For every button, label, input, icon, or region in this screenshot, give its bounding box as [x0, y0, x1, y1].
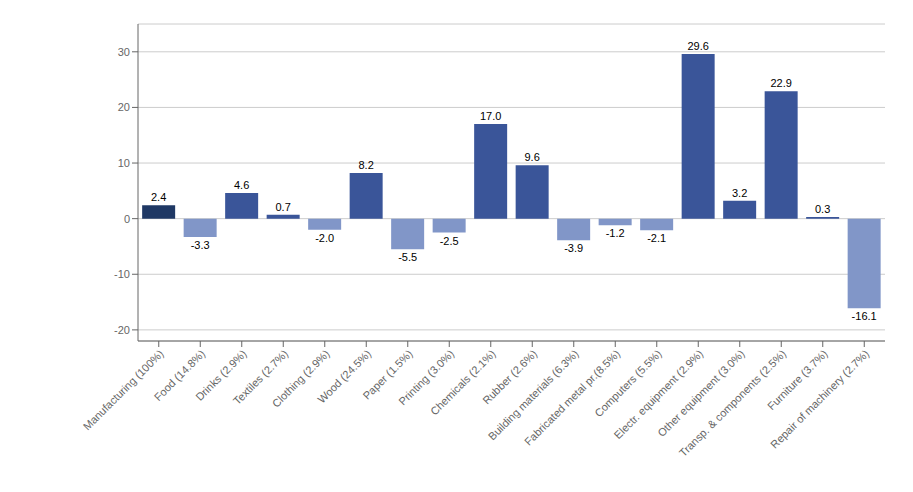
svg-text:-5.5: -5.5 — [398, 251, 417, 263]
svg-text:Paper (1.5%): Paper (1.5%) — [360, 347, 415, 402]
svg-text:20: 20 — [118, 101, 130, 113]
svg-text:10: 10 — [118, 157, 130, 169]
svg-text:Printing (3.0%): Printing (3.0%) — [396, 347, 457, 408]
svg-text:4.6: 4.6 — [234, 179, 249, 191]
svg-text:Fabricated metal pr.(8.5%): Fabricated metal pr.(8.5%) — [522, 347, 623, 448]
svg-text:-3.9: -3.9 — [564, 242, 583, 254]
svg-text:Repair of machinery (2.7%): Repair of machinery (2.7%) — [768, 347, 871, 450]
svg-text:-2.5: -2.5 — [440, 235, 459, 247]
svg-text:17.0: 17.0 — [480, 110, 501, 122]
svg-text:-20: -20 — [114, 324, 130, 336]
svg-text:Clothing (2.9%): Clothing (2.9%) — [269, 347, 332, 410]
svg-text:Building materials (6.3%): Building materials (6.3%) — [485, 347, 581, 443]
svg-text:Other equipment (3.0%): Other equipment (3.0%) — [655, 347, 747, 439]
svg-text:22.9: 22.9 — [770, 77, 791, 89]
svg-text:29.6: 29.6 — [687, 40, 708, 52]
svg-text:30: 30 — [118, 46, 130, 58]
svg-text:-1.2: -1.2 — [606, 227, 625, 239]
svg-text:Electr. equipment (2.9%): Electr. equipment (2.9%) — [611, 347, 706, 442]
svg-text:2.4: 2.4 — [151, 191, 166, 203]
svg-text:Rubber (2.6%): Rubber (2.6%) — [480, 347, 540, 407]
svg-text:-3.3: -3.3 — [191, 239, 210, 251]
svg-text:8.2: 8.2 — [359, 159, 374, 171]
svg-text:Chemicals (2.1%): Chemicals (2.1%) — [428, 347, 498, 417]
svg-text:Textiles (2.7%): Textiles (2.7%) — [230, 347, 291, 407]
svg-text:-2.1: -2.1 — [647, 232, 666, 244]
svg-text:Transp. & components (2.5%): Transp. & components (2.5%) — [676, 347, 789, 459]
svg-text:0.7: 0.7 — [276, 201, 291, 213]
svg-text:0.3: 0.3 — [815, 203, 830, 215]
svg-text:3.2: 3.2 — [732, 187, 747, 199]
svg-text:0: 0 — [124, 213, 130, 225]
svg-text:Furniture (3.7%): Furniture (3.7%) — [765, 347, 830, 413]
svg-text:-16.1: -16.1 — [852, 310, 877, 322]
svg-text:Manufacturing (100%): Manufacturing (100%) — [81, 347, 166, 432]
svg-text:Wood (24.5%): Wood (24.5%) — [315, 347, 374, 406]
svg-text:Computers (5.5%): Computers (5.5%) — [592, 347, 664, 419]
svg-text:-2.0: -2.0 — [315, 232, 334, 244]
svg-text:9.6: 9.6 — [525, 151, 540, 163]
svg-text:Drinks (2.9%): Drinks (2.9%) — [193, 347, 249, 403]
svg-text:-10: -10 — [114, 268, 130, 280]
svg-text:Food (14.8%): Food (14.8%) — [151, 347, 208, 404]
